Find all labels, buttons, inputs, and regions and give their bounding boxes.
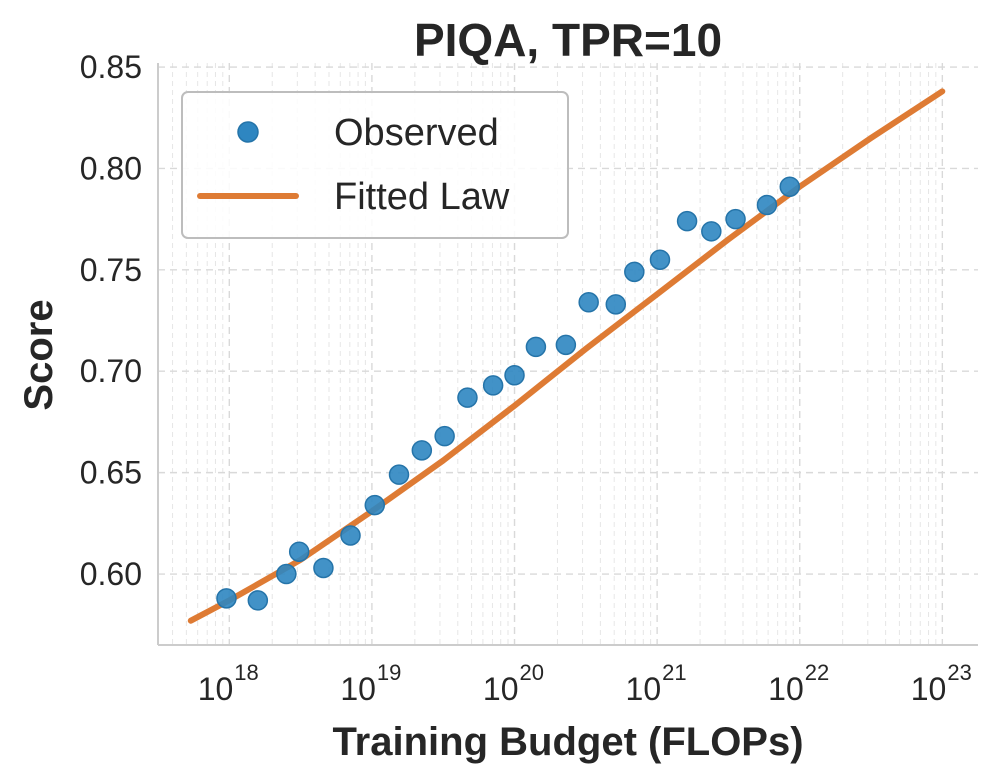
legend-frame	[181, 91, 569, 239]
observed-point	[247, 590, 269, 611]
observed-point	[457, 387, 478, 408]
observed-point	[434, 425, 455, 447]
x-tick-label-exponent: 20	[520, 660, 544, 685]
observed-point	[504, 365, 525, 386]
axes	[157, 63, 978, 646]
observed-point	[725, 208, 746, 230]
observed-point	[676, 210, 698, 232]
x-tick-label-exponent: 22	[805, 660, 829, 685]
observed-point	[649, 249, 671, 270]
y-tick-label: 0.70	[80, 353, 142, 389]
observed-point	[555, 334, 577, 356]
x-tick-label-exponent: 21	[662, 660, 686, 685]
observed-point	[779, 176, 801, 197]
observed-point	[388, 464, 410, 485]
x-tick-label-base: 10	[768, 671, 804, 707]
observed-point	[525, 336, 547, 358]
x-tick-label-base: 10	[626, 671, 662, 707]
x-axis-label: Training Budget (FLOPs)	[332, 720, 803, 764]
y-tick-label: 0.75	[80, 252, 142, 288]
legend: Observed Fitted Law	[181, 91, 569, 239]
legend-fitted-label: Fitted Law	[334, 176, 510, 218]
observed-point	[624, 261, 645, 283]
y-tick-label: 0.65	[80, 455, 142, 491]
x-tick-label-exponent: 18	[234, 660, 258, 685]
observed-point	[276, 563, 297, 585]
y-tick-label: 0.85	[80, 49, 142, 85]
x-tick-label-exponent: 19	[377, 660, 401, 685]
x-tick-label-base: 10	[483, 671, 519, 707]
legend-observed-marker	[237, 121, 259, 143]
x-tick-label-exponent: 23	[947, 660, 971, 685]
observed-point	[216, 588, 237, 609]
observed-point	[701, 221, 722, 242]
y-axis-label: Score	[17, 299, 61, 410]
x-tick-label-base: 10	[198, 671, 234, 707]
observed-point	[605, 294, 627, 315]
x-tick-label-base: 10	[911, 671, 947, 707]
y-tick-label: 0.80	[80, 150, 142, 186]
observed-point	[364, 494, 386, 516]
observed-point	[411, 440, 433, 461]
observed-series	[216, 176, 801, 611]
observed-point	[313, 557, 334, 579]
observed-point	[756, 194, 778, 216]
observed-point	[482, 375, 504, 396]
observed-point	[288, 541, 310, 562]
x-tick-label-base: 10	[340, 671, 376, 707]
chart-title: PIQA, TPR=10	[414, 14, 722, 66]
observed-point	[578, 292, 599, 313]
observed-point	[340, 525, 361, 546]
y-tick-label: 0.60	[80, 556, 142, 592]
legend-observed-label: Observed	[334, 112, 499, 154]
